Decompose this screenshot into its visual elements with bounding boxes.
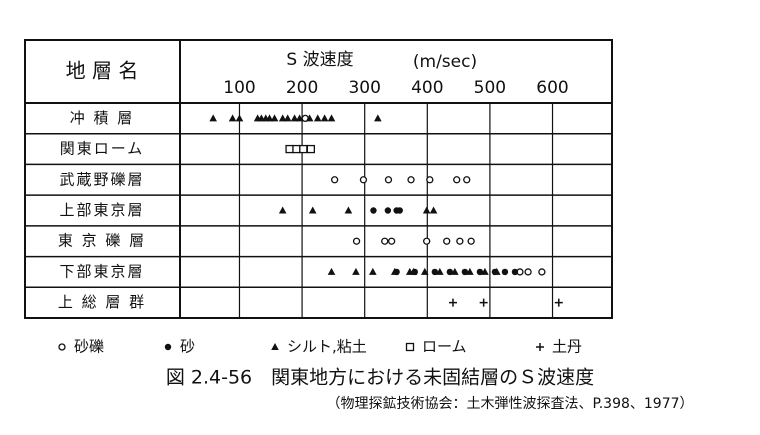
silt-clay-point — [409, 267, 418, 275]
silt-clay-point — [278, 206, 287, 214]
sand-point — [476, 268, 484, 276]
gravel-point — [453, 176, 461, 184]
loam-point — [306, 144, 316, 154]
x-tick-label: 600 — [536, 78, 568, 98]
silt-clay-point — [209, 114, 217, 122]
legend-label: 砂 — [180, 338, 195, 356]
loam-point — [299, 144, 308, 154]
silt-clay-point — [493, 267, 501, 275]
row-label: 上部東京層 — [59, 201, 144, 219]
silt-clay-point — [436, 267, 444, 275]
sand-point — [446, 268, 454, 276]
silt-clay-point — [481, 267, 489, 275]
legend-label: ローム — [422, 338, 467, 356]
sand-point — [384, 207, 392, 214]
loam-point — [292, 144, 301, 154]
gravel-point — [352, 237, 361, 245]
x-axis-unit: (m/sec) — [413, 52, 477, 72]
silt-clay-point — [421, 267, 429, 275]
gravel-point — [423, 237, 431, 245]
sand-point — [370, 207, 377, 214]
silt-clay-point — [390, 267, 399, 275]
sand-point — [431, 268, 439, 276]
silt-clay-point — [422, 206, 431, 214]
x-tick-label: 200 — [286, 78, 318, 98]
caption: 図 2.4-56 関東地方における未固結層のＳ波速度 — [166, 367, 594, 389]
silt-clay-point — [352, 267, 360, 275]
row-header: 地 層 名 — [66, 59, 139, 83]
silt-clay-point — [327, 114, 336, 122]
silt-clay-point — [270, 114, 279, 122]
silt-clay-point — [308, 206, 317, 214]
silt-clay-point — [466, 267, 474, 275]
gravel-point — [538, 268, 546, 276]
gravel-point — [426, 176, 434, 184]
x-tick-label: 100 — [223, 78, 255, 98]
row-label: 下部東京層 — [59, 262, 144, 280]
gravel-point — [359, 176, 368, 184]
gravel-point — [381, 237, 389, 245]
row-label: 武蔵野礫層 — [59, 170, 144, 188]
gravel-point — [384, 176, 393, 184]
mudstone-point — [479, 298, 488, 307]
gravel-point — [443, 237, 451, 245]
source: （物理探鉱技術協会：土木弾性波探査法、P.398、1977） — [326, 395, 693, 412]
gravel-point — [467, 237, 475, 245]
legend-label: 土丹 — [552, 338, 582, 356]
silt-clay-point — [290, 114, 299, 122]
silt-clay-point — [305, 114, 314, 122]
gravel-point — [407, 176, 415, 184]
gravel-point — [387, 237, 396, 245]
silt-clay-point — [327, 267, 336, 275]
gravel-point — [456, 237, 464, 245]
x-axis-label: S 波速度 — [286, 50, 353, 70]
silt-clay-point — [228, 114, 237, 122]
mudstone-point — [536, 343, 544, 351]
silt-clay-point — [278, 114, 287, 122]
sand-point — [164, 343, 172, 351]
silt-clay-point — [429, 206, 438, 214]
silt-clay-point — [271, 343, 279, 350]
x-tick-label: 300 — [348, 78, 380, 98]
legend-label: シルト,粘土 — [287, 338, 367, 356]
sand-point — [461, 268, 469, 276]
gravel-point — [463, 176, 471, 184]
silt-clay-point — [374, 114, 382, 122]
row-label: 東 京 礫 層 — [58, 232, 146, 250]
gravel-point — [524, 268, 532, 276]
row-label: 冲 積 層 — [70, 109, 135, 127]
x-tick-label: 500 — [474, 78, 506, 98]
mudstone-point — [448, 298, 457, 307]
silt-clay-point — [451, 267, 459, 275]
silt-clay-point — [369, 267, 377, 275]
gravel-point — [58, 343, 66, 351]
table-frame — [24, 39, 613, 319]
loam-point — [285, 144, 294, 154]
x-tick-label: 400 — [411, 78, 443, 98]
silt-clay-point — [320, 114, 329, 122]
silt-clay-point — [283, 114, 292, 122]
silt-clay-point — [235, 114, 244, 122]
row-label: 関東ローム — [60, 140, 145, 158]
row-label: 上 総 層 群 — [58, 293, 146, 311]
legend-label: 砂礫 — [74, 338, 104, 356]
silt-clay-point — [344, 206, 353, 214]
sand-point — [396, 207, 403, 214]
loam-point — [405, 342, 415, 352]
mudstone-point — [554, 298, 563, 307]
gravel-point — [330, 176, 339, 184]
silt-clay-point — [295, 114, 304, 122]
sand-point — [511, 268, 519, 276]
silt-clay-point — [265, 114, 274, 122]
silt-clay-point — [313, 114, 322, 122]
sand-point — [501, 268, 509, 276]
